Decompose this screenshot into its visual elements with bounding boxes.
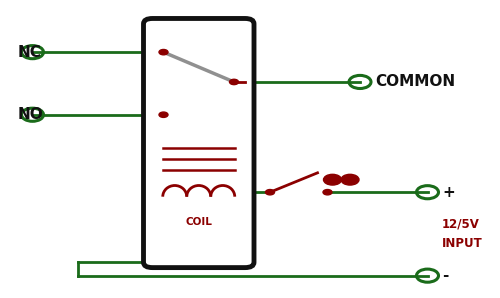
Circle shape — [159, 49, 168, 55]
Text: COMMON: COMMON — [375, 74, 455, 89]
Circle shape — [323, 190, 332, 195]
Circle shape — [341, 174, 359, 185]
Text: COIL: COIL — [186, 217, 212, 227]
Circle shape — [230, 79, 238, 85]
FancyBboxPatch shape — [144, 18, 254, 268]
Text: +: + — [442, 185, 455, 200]
Circle shape — [324, 174, 342, 185]
Circle shape — [159, 112, 168, 117]
Text: 12/5V
INPUT: 12/5V INPUT — [442, 218, 483, 250]
Text: NO: NO — [18, 107, 44, 122]
Text: NC: NC — [18, 45, 42, 60]
Circle shape — [266, 190, 274, 195]
Text: -: - — [442, 268, 448, 283]
